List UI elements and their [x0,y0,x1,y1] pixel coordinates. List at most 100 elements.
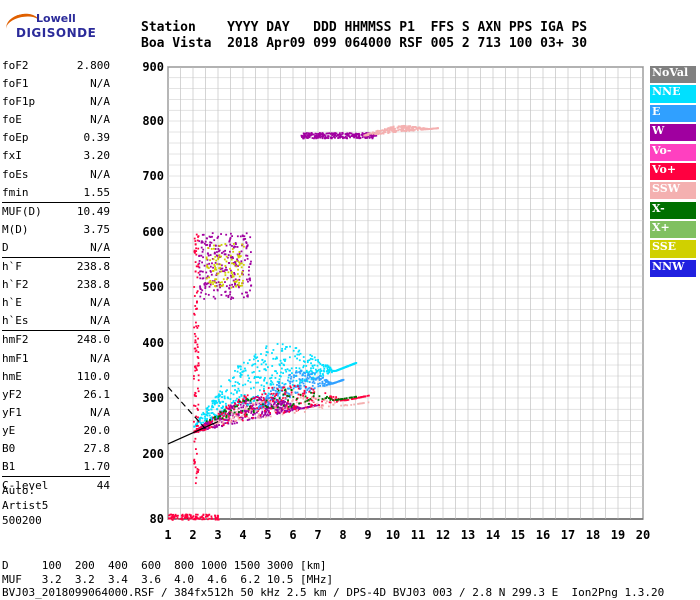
data-point [241,292,244,295]
data-point [203,264,206,267]
data-point [328,132,331,135]
data-point [262,406,265,408]
data-point [262,414,265,417]
data-point [278,412,281,415]
data-point [235,415,237,418]
data-point [263,378,266,381]
data-point [236,370,239,373]
data-point [304,387,307,390]
data-point [225,285,228,288]
data-point [358,137,361,140]
data-point [268,407,271,409]
data-point [351,398,354,400]
param-row: hmF1 N/A [2,350,110,368]
data-point [209,270,212,272]
data-point [311,404,313,406]
data-point [271,405,273,408]
data-point [245,232,248,235]
data-point [250,398,253,401]
data-point [409,129,412,131]
data-point [315,132,318,135]
data-point [198,240,201,243]
data-point [378,132,381,134]
data-point [306,361,309,364]
data-point [215,285,218,287]
data-point [293,376,295,379]
data-point [204,240,207,243]
data-point [317,383,320,385]
data-point [238,281,241,284]
data-point [217,256,220,259]
data-point [242,404,245,407]
data-point [197,265,200,268]
param-row: foF2 2.800 [2,57,110,75]
data-point [204,419,207,421]
data-point [312,406,315,408]
data-point [312,376,315,379]
data-point [260,401,263,404]
x-tick-label: 14 [486,528,500,542]
data-point [269,407,272,410]
data-point [248,278,251,280]
data-point [243,409,246,412]
data-point [274,377,277,379]
legend-item: X- [650,201,696,219]
data-point [212,269,215,272]
data-point [227,419,230,422]
data-point [242,269,244,272]
param-label: foF1 [2,77,29,91]
legend-item: Vo+ [650,162,696,181]
data-point [217,250,220,253]
data-point [236,273,239,275]
data-point [326,379,328,382]
param-value: 238.8 [76,278,110,292]
data-point [231,235,233,237]
data-point [343,404,346,407]
data-point [250,417,253,419]
data-point [231,273,234,276]
data-point [403,125,406,128]
param-label: hmF2 [2,333,29,347]
data-point [280,403,283,406]
data-point [224,268,227,271]
data-point [206,418,208,421]
auto-line3: 500200 [2,514,42,527]
data-point [245,247,248,250]
data-point [252,411,255,414]
data-point [314,368,317,371]
data-point [347,365,349,368]
data-point [306,359,309,362]
data-point [311,370,313,373]
data-point [220,255,222,258]
data-point [341,399,344,402]
data-point [228,240,231,243]
y-tick-label: 900 [142,60,164,74]
data-point [316,376,319,379]
data-point [307,387,310,390]
data-point [229,419,232,422]
data-point [195,247,198,250]
data-point [404,127,407,130]
data-point [172,516,175,518]
data-point [229,411,232,414]
data-point [245,241,248,244]
data-point [232,297,235,300]
data-point [388,131,391,134]
data-point [343,366,345,369]
data-point [181,514,183,517]
data-point [344,135,347,138]
data-point [197,403,200,406]
data-point [311,137,314,139]
data-point [234,381,237,383]
data-point [302,364,305,367]
data-point [249,399,252,402]
data-point [203,283,206,285]
param-label: fxI [2,149,22,163]
data-point [265,351,268,353]
data-point [194,466,197,469]
data-point [278,410,281,413]
data-point [311,399,314,402]
data-point [357,403,359,405]
data-point [212,258,215,261]
data-point [200,254,203,257]
